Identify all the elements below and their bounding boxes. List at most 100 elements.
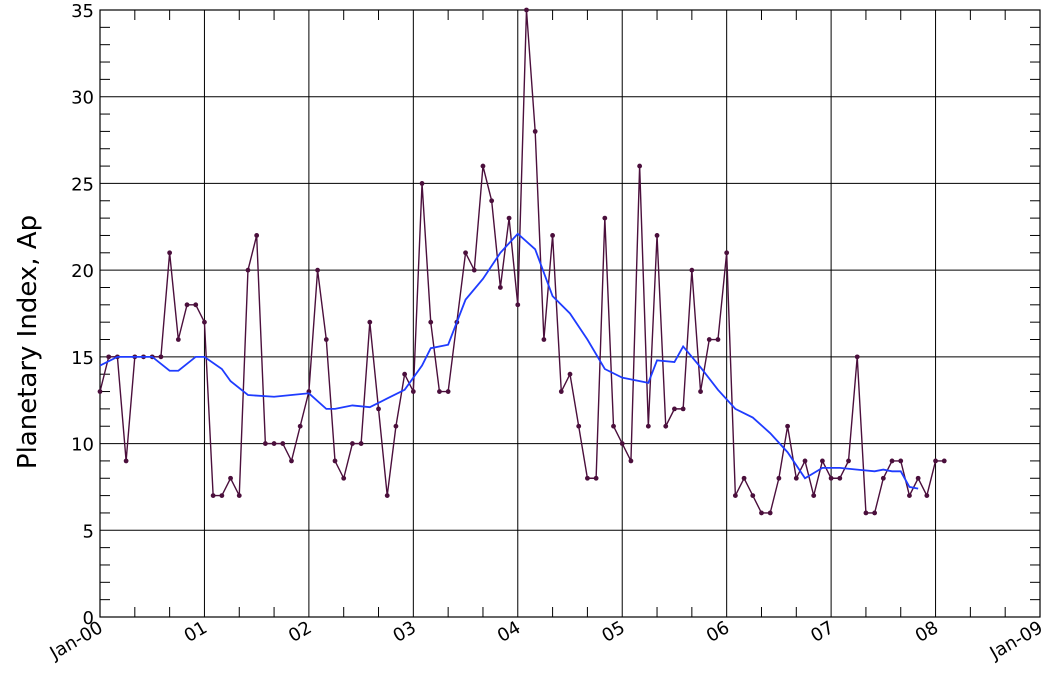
monthly-ap-point — [471, 267, 477, 273]
monthly-ap-point — [637, 163, 643, 169]
monthly-ap-point — [123, 458, 129, 464]
x-tick-label: 04 — [494, 617, 524, 647]
monthly-ap-point — [672, 406, 677, 412]
x-tick-labels: Jan-00 01 02 03 04 05 06 07 08 Jan-09 — [46, 617, 1045, 664]
monthly-ap-point — [715, 337, 721, 342]
x-tick-label: Jan-09 — [986, 617, 1045, 664]
monthly-ap-point — [863, 510, 869, 516]
monthly-ap-point — [767, 510, 773, 516]
monthly-ap-point — [724, 250, 730, 256]
monthly-ap-point — [558, 389, 564, 394]
x-tick-label: 02 — [285, 617, 315, 647]
monthly-ap-point — [515, 302, 521, 308]
monthly-ap-point — [654, 233, 660, 238]
monthly-ap-point — [933, 458, 938, 464]
monthly-ap-point — [645, 423, 651, 429]
monthly-ap-point — [593, 475, 599, 481]
monthly-ap-point — [419, 181, 425, 186]
monthly-ap-point — [350, 441, 355, 446]
smoothed-ap-line — [99, 232, 919, 490]
monthly-ap-point — [611, 423, 616, 429]
monthly-ap-point — [175, 337, 181, 342]
monthly-ap-point — [254, 233, 260, 238]
monthly-ap-point — [811, 493, 817, 498]
monthly-ap-point — [898, 458, 904, 464]
series — [97, 7, 947, 516]
y-tick-label: 25 — [71, 174, 94, 195]
monthly-ap-point — [532, 129, 538, 134]
monthly-ap-point — [167, 250, 173, 256]
monthly-ap-point — [828, 475, 834, 481]
monthly-ap-point — [567, 371, 573, 377]
monthly-ap-point — [750, 493, 756, 498]
monthly-ap-point — [732, 493, 738, 498]
monthly-ap-point — [872, 510, 878, 516]
monthly-ap-point — [506, 215, 512, 221]
monthly-ap-point — [384, 493, 390, 498]
monthly-ap-point — [402, 371, 408, 377]
monthly-ap-point — [323, 337, 329, 342]
x-tick-label: Jan-00 — [46, 617, 107, 664]
monthly-ap-point — [445, 389, 451, 394]
monthly-ap-point — [280, 441, 286, 446]
monthly-ap-point — [820, 458, 825, 464]
monthly-ap-point — [184, 302, 190, 308]
x-tick-label: 06 — [703, 617, 733, 647]
monthly-ap-point — [889, 458, 895, 464]
monthly-ap-point — [202, 319, 207, 325]
monthly-ap-point — [262, 441, 268, 446]
monthly-ap-point — [489, 198, 495, 204]
y-tick-label: 5 — [83, 521, 94, 542]
monthly-ap-point — [941, 458, 947, 464]
monthly-ap-point — [837, 475, 843, 481]
monthly-ap-point — [245, 267, 251, 273]
monthly-ap-point — [880, 475, 886, 481]
monthly-ap-point — [680, 406, 686, 412]
monthly-ap-point — [802, 458, 808, 464]
monthly-ap-point — [576, 423, 582, 429]
x-tick-label: 05 — [598, 617, 628, 647]
monthly-ap-point — [158, 354, 164, 360]
y-tick-label: 20 — [71, 261, 94, 282]
monthly-ap-point — [497, 285, 503, 290]
monthly-ap-point — [97, 389, 103, 394]
monthly-ap-point — [480, 163, 486, 169]
monthly-ap-point — [602, 215, 608, 221]
x-tick-label: 08 — [912, 617, 942, 647]
monthly-ap-point — [785, 423, 790, 429]
y-tick-label: 15 — [71, 348, 94, 369]
monthly-ap-point — [271, 441, 277, 446]
monthly-ap-point — [376, 406, 381, 412]
monthly-ap-point — [776, 475, 782, 481]
monthly-ap-point — [854, 354, 860, 360]
monthly-ap-point — [524, 7, 529, 13]
monthly-ap-point — [428, 319, 434, 325]
monthly-ap-point — [741, 475, 747, 481]
monthly-ap-point — [463, 250, 468, 256]
monthly-ap-point — [793, 475, 799, 481]
x-tick-label: 07 — [807, 617, 837, 647]
monthly-ap-point — [367, 319, 373, 325]
monthly-ap-point — [759, 510, 764, 516]
monthly-ap-point — [541, 337, 547, 342]
monthly-ap-point — [393, 423, 399, 429]
y-tick-label: 0 — [83, 608, 94, 629]
monthly-ap-point — [289, 458, 294, 464]
monthly-ap-point — [628, 458, 634, 464]
monthly-ap-point — [689, 267, 695, 273]
monthly-ap-point — [210, 493, 216, 498]
y-axis-label: Planetary Index, Ap — [13, 215, 43, 469]
monthly-ap-point — [585, 475, 590, 481]
y-tick-labels: 0 5 10 15 20 25 30 35 — [71, 1, 94, 629]
monthly-ap-point — [915, 475, 921, 481]
x-tick-label: 01 — [181, 617, 211, 647]
monthly-ap-point — [698, 389, 703, 394]
y-tick-label: 35 — [71, 1, 94, 22]
monthly-ap-point — [236, 493, 242, 498]
y-tick-label: 10 — [71, 435, 94, 456]
monthly-ap-point — [907, 493, 912, 498]
monthly-ap-point — [550, 233, 555, 238]
monthly-ap-point — [193, 302, 199, 308]
